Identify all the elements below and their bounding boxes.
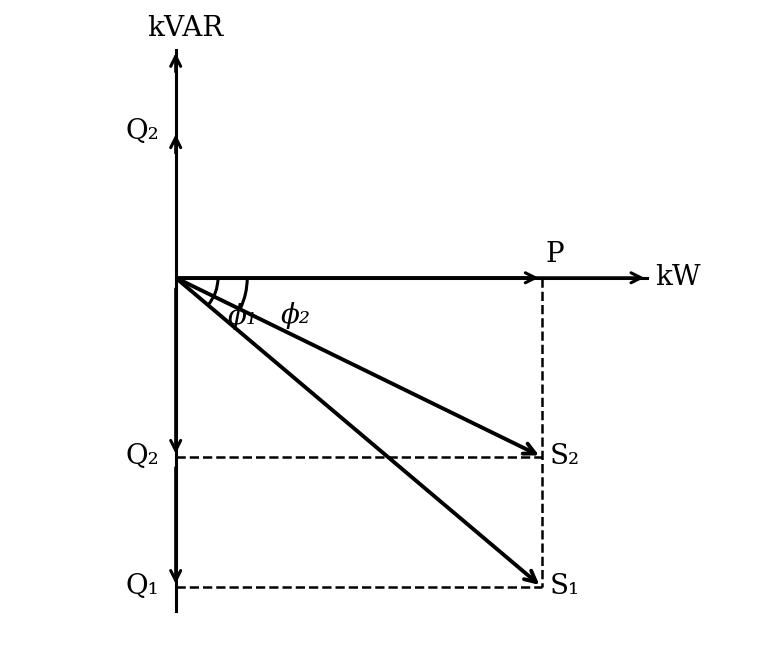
Text: ϕ₁: ϕ₁: [228, 303, 258, 330]
Text: P: P: [545, 241, 565, 268]
Text: kVAR: kVAR: [147, 15, 224, 42]
Text: ϕ₂: ϕ₂: [281, 302, 311, 329]
Text: kW: kW: [656, 264, 701, 292]
Text: S₁: S₁: [550, 573, 580, 600]
Text: S₂: S₂: [550, 443, 580, 470]
Text: Q₂: Q₂: [126, 118, 159, 145]
Text: Q₂: Q₂: [126, 443, 159, 470]
Text: Q₁: Q₁: [126, 573, 159, 600]
